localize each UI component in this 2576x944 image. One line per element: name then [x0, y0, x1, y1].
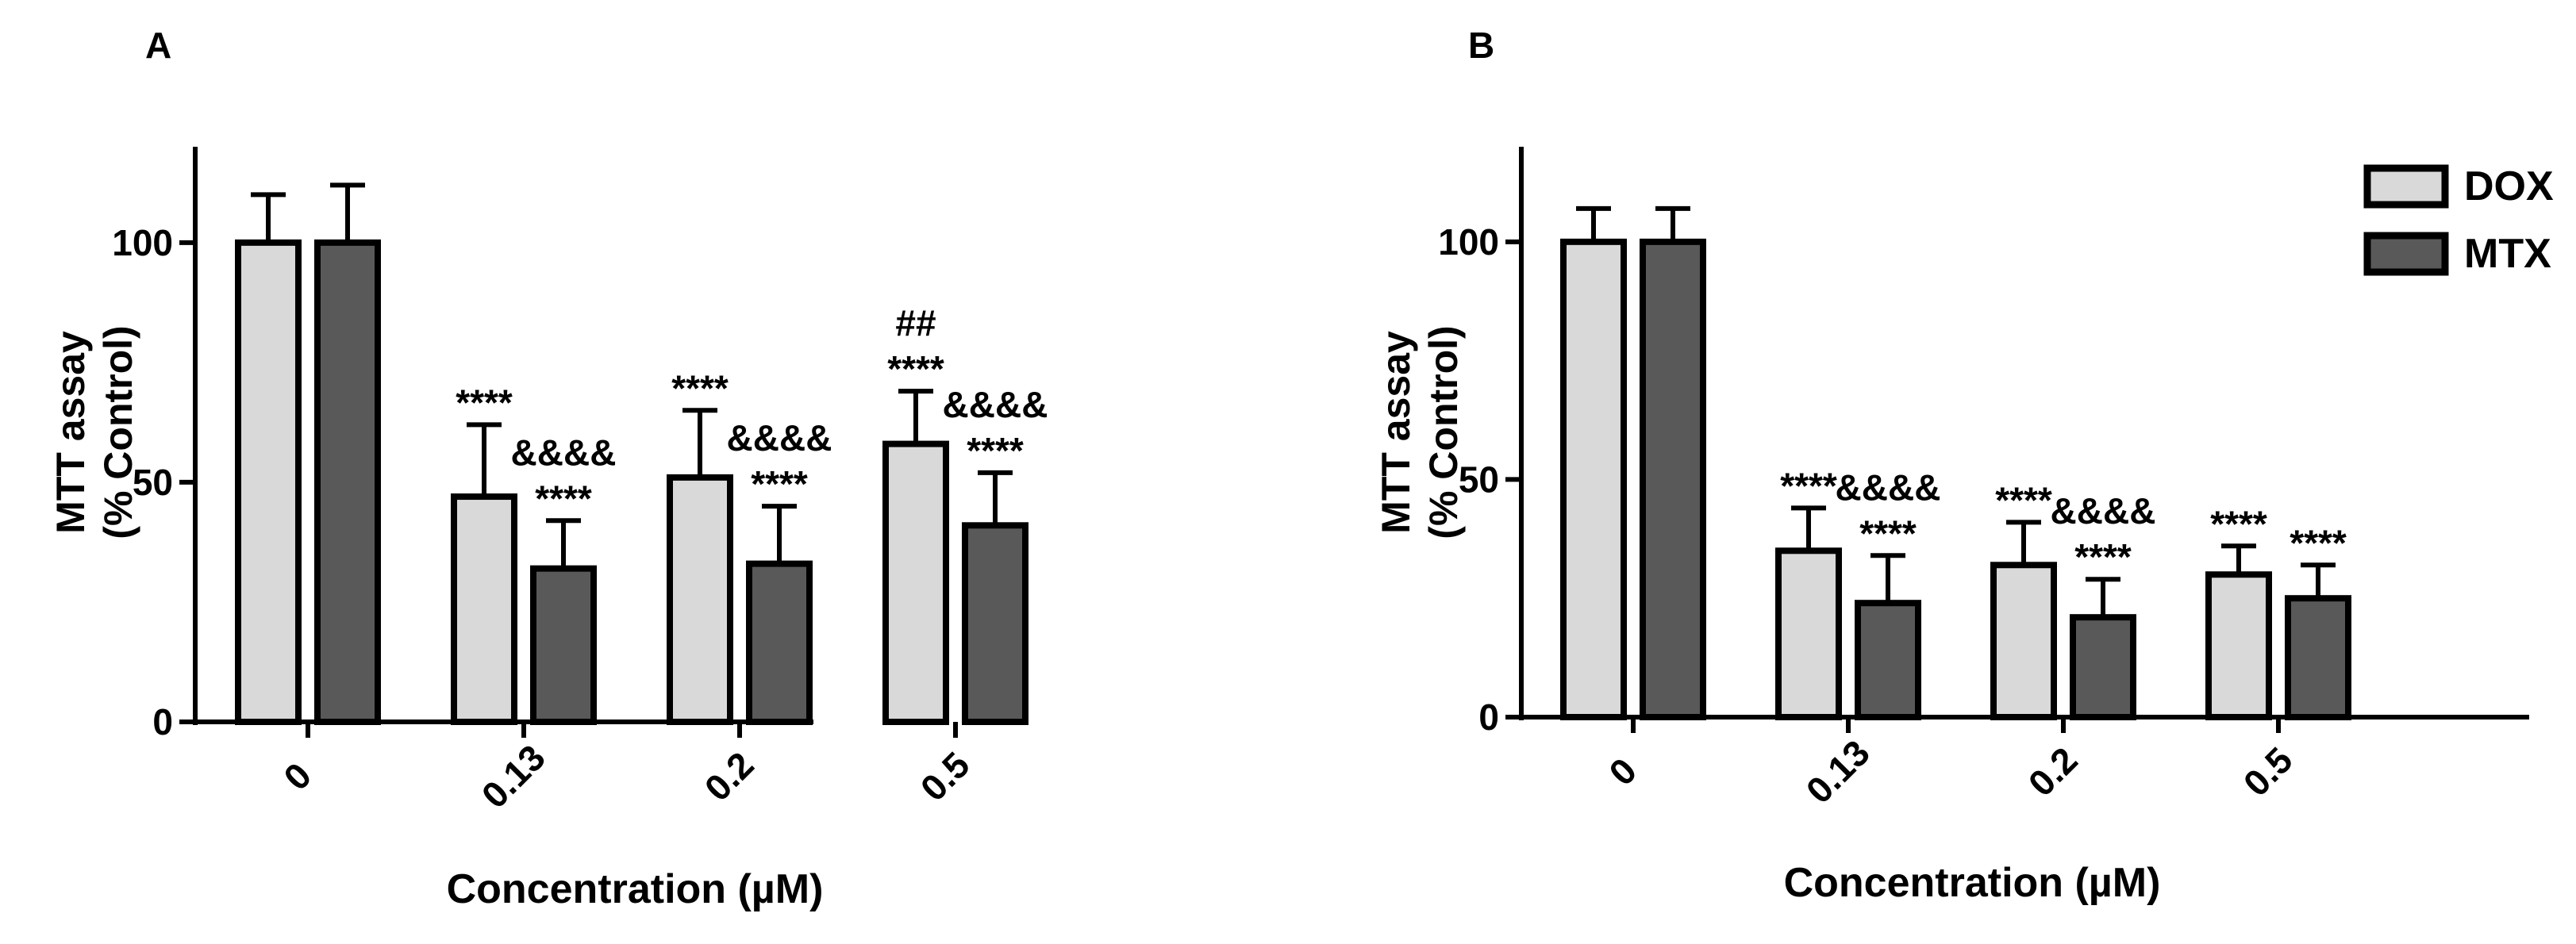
panel-a: A MTT assay (% Control) Concentration (µ… [48, 25, 1048, 912]
panel-b-letter: B [1468, 25, 1494, 66]
panel-b: B MTT assay (% Control) Concentration (µ… [1374, 25, 2529, 906]
significance-label: **** [751, 463, 808, 505]
legend-label-mtx: MTX [2464, 231, 2551, 277]
bar-mtx [2285, 595, 2351, 720]
x-tick-label: 0.13 [474, 737, 553, 816]
x-tick-label: 0.5 [2236, 739, 2301, 804]
panel-b-ylabel-line2: (% Control) [1421, 325, 1466, 539]
legend-label-dox: DOX [2464, 163, 2554, 209]
significance-label: &&&& [1836, 466, 1941, 508]
significance-label: **** [671, 367, 729, 409]
panel-a-xlabel: Concentration (µM) [447, 866, 824, 912]
significance-label: **** [1859, 512, 1917, 554]
panel-b-ylabel: MTT assay (% Control) [1374, 325, 1466, 539]
bar-dox [667, 474, 733, 725]
panel-a-ylabel: MTT assay (% Control) [48, 325, 140, 539]
panel-a-letter: A [145, 25, 171, 66]
significance-label: &&&& [511, 432, 617, 473]
y-tick-label: 0 [152, 701, 173, 743]
y-tick-label: 0 [1478, 696, 1499, 738]
x-tick-label: 0.5 [913, 744, 978, 809]
bar-dox [882, 440, 949, 725]
panel-a-ylabel-line2: (% Control) [96, 325, 140, 539]
bar-mtx [2070, 614, 2136, 720]
significance-label: **** [1780, 465, 1837, 506]
x-tick-label: 0 [1601, 750, 1644, 793]
significance-label: ## [895, 302, 936, 343]
significance-label: **** [456, 382, 513, 423]
significance-label: &&&& [727, 417, 832, 459]
x-tick-label: 0.2 [697, 744, 762, 809]
bar-dox [1775, 547, 1842, 721]
significance-label: &&&& [943, 384, 1048, 425]
bar-dox [235, 239, 302, 726]
legend: DOX MTX [2363, 163, 2554, 277]
significance-label: **** [967, 430, 1024, 471]
bar-mtx [530, 565, 597, 726]
bar-dox [451, 493, 517, 726]
significance-label: **** [2074, 536, 2132, 578]
panel-b-ylabel-line1: MTT assay [1374, 331, 1418, 534]
y-tick-label: 50 [133, 462, 173, 503]
significance-label: **** [535, 478, 592, 519]
legend-swatch-dox [2363, 164, 2449, 209]
panel-a-ylabel-line1: MTT assay [48, 331, 93, 534]
bar-dox [1990, 562, 2057, 720]
x-tick-label: 0.2 [2020, 739, 2086, 804]
bar-dox [2205, 571, 2272, 720]
bar-mtx [314, 239, 381, 726]
legend-swatch-mtx [2363, 232, 2449, 276]
bar-mtx [1855, 600, 1921, 721]
x-tick-label: 0 [275, 754, 319, 798]
x-tick-label: 0.13 [1798, 732, 1878, 812]
significance-label: **** [2290, 522, 2347, 563]
panel-b-xlabel: Concentration (µM) [1784, 860, 2161, 906]
significance-label: **** [1995, 479, 2052, 520]
bar-dox [1560, 238, 1627, 721]
significance-label: **** [2210, 503, 2267, 544]
significance-label: **** [887, 348, 944, 389]
bar-mtx [746, 560, 813, 725]
y-tick-label: 100 [1438, 221, 1499, 263]
y-tick-label: 100 [112, 222, 173, 263]
bar-mtx [962, 522, 1028, 726]
bar-mtx [1640, 238, 1706, 721]
significance-label: &&&& [2051, 490, 2156, 531]
y-tick-label: 50 [1459, 459, 1499, 500]
